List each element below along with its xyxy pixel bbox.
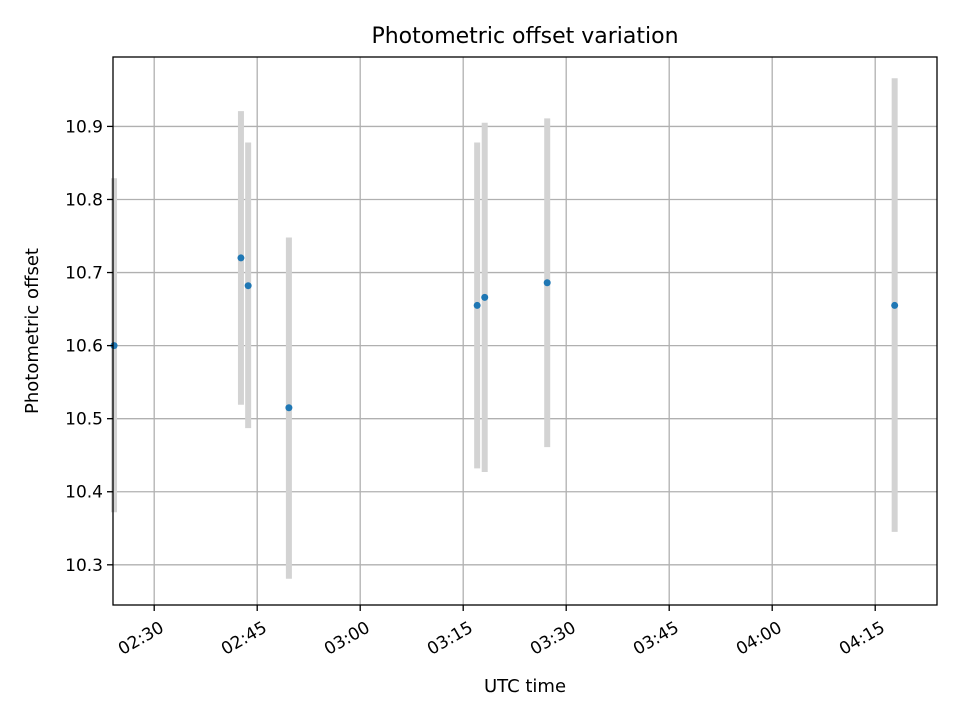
y-axis-label: Photometric offset [22, 248, 43, 414]
data-point [543, 279, 551, 287]
y-tick-label: 10.9 [65, 117, 103, 137]
data-point [237, 254, 245, 262]
data-point [891, 301, 899, 309]
plot-area-frame [112, 56, 938, 606]
grid-lines [113, 57, 937, 605]
x-axis-label: UTC time [484, 676, 566, 697]
y-tick-label: 10.6 [65, 337, 103, 357]
y-tick-label: 10.3 [65, 556, 103, 576]
data-point [481, 293, 489, 301]
data-point [244, 282, 252, 290]
y-tick-label: 10.5 [65, 410, 103, 430]
chart-title: Photometric offset variation [371, 24, 678, 49]
data-point [110, 342, 118, 350]
y-tick-label: 10.8 [65, 190, 103, 210]
data-point [473, 301, 481, 309]
data-point [285, 404, 293, 412]
y-tick-label: 10.7 [65, 264, 103, 284]
data-points [110, 254, 899, 412]
y-axis-ticks: 10.3 10.4 10.5 10.6 10.7 10.8 10.9 [65, 117, 113, 576]
y-tick-label: 10.4 [65, 483, 103, 503]
